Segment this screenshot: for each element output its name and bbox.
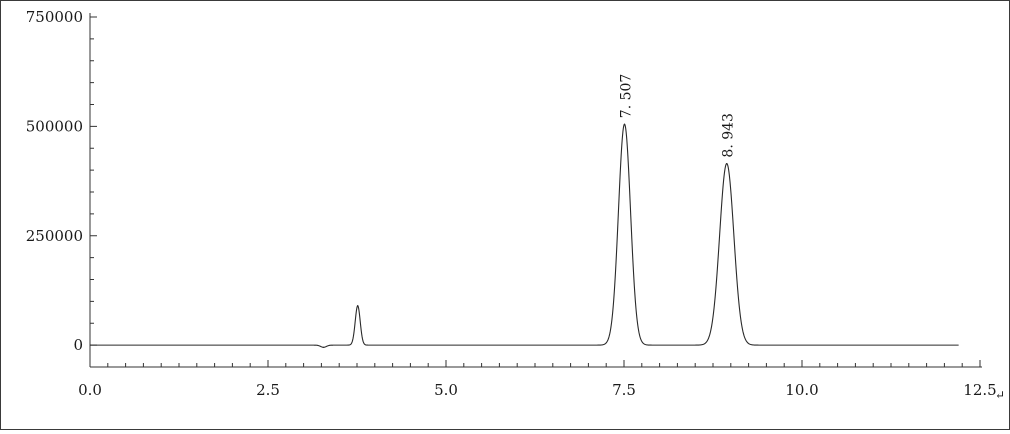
x-tick-label: 5.0 xyxy=(434,381,458,399)
x-tick-label: 7.5 xyxy=(612,381,636,399)
peak-apex xyxy=(623,123,626,125)
x-tick-label: 0.0 xyxy=(78,381,102,399)
peak-retention-label: 7. 507 xyxy=(618,74,634,119)
y-tick-label: 0 xyxy=(73,336,83,354)
axes xyxy=(89,13,982,368)
return-mark: ↵ xyxy=(995,388,1005,402)
chromatogram-trace xyxy=(90,123,959,348)
x-tick-label: 10.0 xyxy=(785,381,818,399)
x-tick-label: 12.5 xyxy=(963,381,996,399)
peak-apex xyxy=(357,305,359,307)
y-tick-label: 500000 xyxy=(26,117,83,135)
peak-apex xyxy=(322,346,325,348)
y-tick-label: 250000 xyxy=(26,227,83,245)
ticks: 0 250000 500000 750000 0.0 2.5 5.0 7.5 10.0 12.5↵ xyxy=(26,8,1005,402)
x-tick-label: 2.5 xyxy=(256,381,280,399)
y-tick-label: 750000 xyxy=(26,8,83,26)
peak-retention-label: 8. 943 xyxy=(721,113,737,158)
series xyxy=(90,123,959,348)
annotations: 7. 507 8. 943 xyxy=(618,74,736,158)
peak-apex xyxy=(726,162,728,165)
